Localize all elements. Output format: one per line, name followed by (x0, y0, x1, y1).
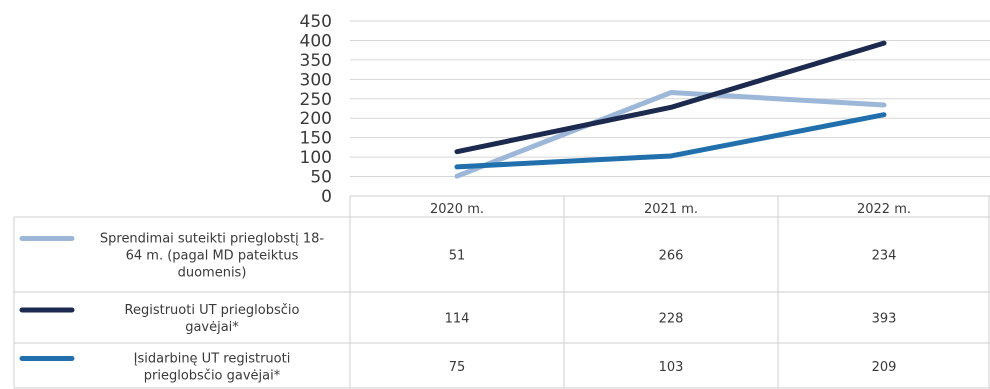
table-cell-value: 75 (449, 360, 466, 375)
y-tick-label: 450 (300, 12, 332, 32)
table-cell-value: 266 (659, 249, 684, 264)
series-label: Registruoti UT prieglobsčio (125, 303, 300, 318)
x-category-label: 2022 m. (857, 202, 911, 217)
y-tick-label: 350 (300, 51, 332, 71)
table-cell-value: 51 (449, 249, 466, 264)
y-tick-label: 100 (300, 148, 332, 168)
series-label: duomenis) (178, 266, 247, 281)
x-category-label: 2021 m. (644, 202, 698, 217)
series-label: Įsidarbinę UT registruoti (134, 352, 291, 367)
y-tick-label: 400 (300, 31, 332, 51)
y-tick-label: 50 (310, 168, 332, 188)
y-tick-label: 0 (321, 187, 332, 207)
table-cell-value: 234 (872, 249, 897, 264)
series-lines (454, 40, 887, 179)
series-line (454, 112, 887, 170)
table-cell-value: 228 (659, 312, 684, 327)
table-cell-value: 393 (872, 312, 897, 327)
series-line (454, 90, 887, 179)
series-label: 64 m. (pagal MD pateiktus (126, 249, 299, 264)
data-table: 2020 m. 2021 m. 2022 m. Sprendimai suteikti… (13, 195, 990, 389)
series-label: prieglobsčio gavėjai* (144, 369, 281, 384)
table-cell-value: 209 (872, 360, 897, 375)
y-tick-label: 300 (300, 70, 332, 90)
series-label: Sprendimai suteikti prieglobstį 18- (100, 232, 325, 247)
y-tick-label: 150 (300, 129, 332, 149)
series-label: gavėjai* (185, 320, 239, 335)
y-tick-label: 250 (300, 90, 332, 110)
table-cell-value: 114 (445, 312, 470, 327)
series-line (454, 40, 887, 155)
x-category-label: 2020 m. (430, 202, 484, 217)
table-cell-value: 103 (659, 360, 684, 375)
y-tick-label: 200 (300, 109, 332, 129)
